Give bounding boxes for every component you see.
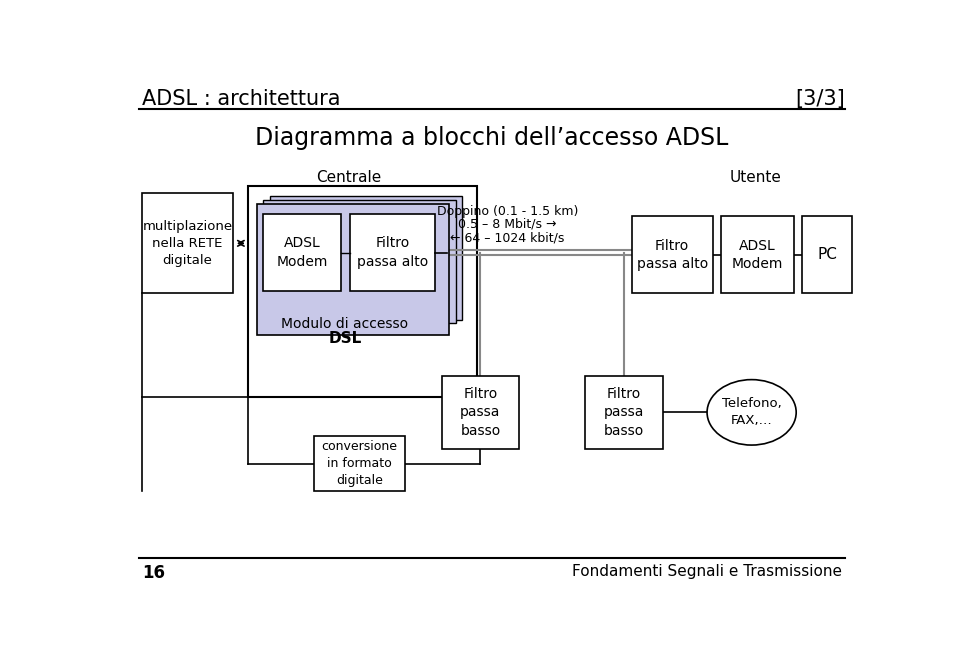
Bar: [350, 214, 436, 291]
Text: Modulo di accesso: Modulo di accesso: [281, 317, 408, 331]
Text: Filtro
passa alto: Filtro passa alto: [357, 237, 428, 269]
Text: Fondamenti Segnali e Trasmissione: Fondamenti Segnali e Trasmissione: [572, 564, 842, 580]
Text: multiplazione
nella RETE
digitale: multiplazione nella RETE digitale: [142, 220, 232, 267]
Text: 16: 16: [142, 564, 165, 582]
Bar: [263, 200, 456, 323]
Text: ADSL
Modem: ADSL Modem: [732, 239, 783, 271]
Text: ADSL
Modem: ADSL Modem: [276, 237, 327, 269]
Bar: [721, 216, 794, 293]
Bar: [585, 375, 662, 449]
Bar: [257, 204, 449, 335]
Bar: [270, 196, 462, 319]
Text: 0.5 – 8 Mbit/s →: 0.5 – 8 Mbit/s →: [458, 218, 557, 231]
Text: [3/3]: [3/3]: [795, 89, 845, 108]
Bar: [314, 436, 405, 491]
Ellipse shape: [708, 379, 796, 445]
Bar: [442, 375, 519, 449]
Text: Filtro
passa
basso: Filtro passa basso: [460, 387, 500, 438]
Bar: [263, 214, 341, 291]
Bar: [142, 193, 233, 293]
Text: Doppino (0.1 - 1.5 km): Doppino (0.1 - 1.5 km): [437, 205, 578, 218]
Bar: [802, 216, 852, 293]
Bar: [248, 186, 476, 397]
Text: Filtro
passa alto: Filtro passa alto: [636, 239, 708, 271]
Text: ADSL : architettura: ADSL : architettura: [142, 89, 340, 108]
Text: Telefono,
FAX,…: Telefono, FAX,…: [722, 397, 781, 428]
Text: Centrale: Centrale: [316, 170, 381, 185]
Text: Filtro
passa
basso: Filtro passa basso: [604, 387, 644, 438]
Text: PC: PC: [817, 247, 837, 262]
Text: Utente: Utente: [730, 170, 781, 185]
Bar: [632, 216, 713, 293]
Text: ← 64 – 1024 kbit/s: ← 64 – 1024 kbit/s: [450, 231, 564, 244]
Text: Diagramma a blocchi dell’accesso ADSL: Diagramma a blocchi dell’accesso ADSL: [255, 126, 729, 149]
Text: conversione
in formato
digitale: conversione in formato digitale: [322, 440, 397, 487]
Text: DSL: DSL: [328, 330, 361, 346]
